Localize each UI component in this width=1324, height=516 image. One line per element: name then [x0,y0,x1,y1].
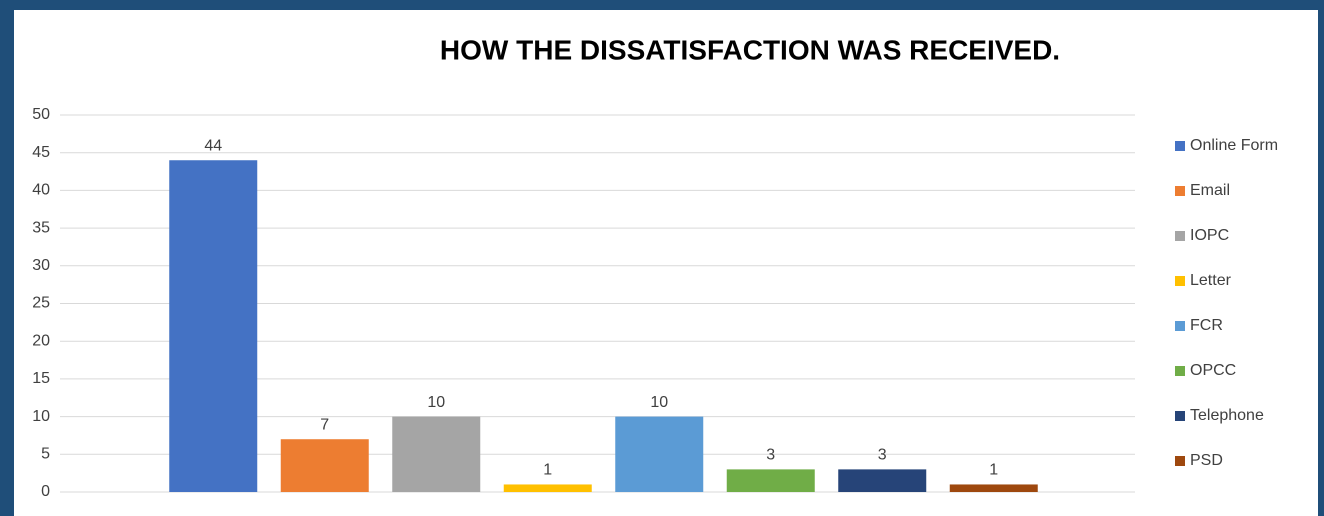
legend-swatch [1175,186,1185,196]
data-label: 44 [204,137,222,154]
bar [949,484,1038,492]
legend-label: Telephone [1190,407,1264,424]
y-tick-label: 50 [32,106,50,123]
y-tick-label: 40 [32,182,50,199]
bar [169,160,258,493]
bar [838,469,927,492]
bar [615,416,704,492]
legend-label: IOPC [1190,227,1229,244]
bar [726,469,815,492]
y-tick-label: 10 [32,408,50,425]
bar [503,484,592,492]
legend-swatch [1175,366,1185,376]
legend-swatch [1175,231,1185,241]
legend-label: Email [1190,182,1230,199]
y-tick-label: 0 [41,483,50,500]
data-label: 1 [543,462,552,479]
data-label: 1 [989,462,998,479]
y-tick-label: 20 [32,332,50,349]
data-label: 10 [650,394,668,411]
legend-label: FCR [1190,317,1223,334]
legend-swatch [1175,141,1185,151]
y-tick-label: 35 [32,219,50,236]
legend-swatch [1175,456,1185,466]
y-tick-label: 5 [41,446,50,463]
data-label: 10 [427,394,445,411]
legend-swatch [1175,411,1185,421]
y-tick-label: 30 [32,257,50,274]
y-tick-label: 25 [32,295,50,312]
legend-label: Letter [1190,272,1232,289]
legend-swatch [1175,321,1185,331]
bar [392,416,481,492]
data-label: 3 [878,447,887,464]
data-label: 7 [320,416,329,433]
bar [280,439,369,492]
data-label: 3 [766,447,775,464]
legend-swatch [1175,276,1185,286]
legend-label: OPCC [1190,362,1236,379]
y-tick-label: 15 [32,370,50,387]
legend-label: Online Form [1190,137,1278,154]
y-tick-label: 45 [32,144,50,161]
chart-title: HOW THE DISSATISFACTION WAS RECEIVED. [440,34,1060,65]
legend-label: PSD [1190,452,1223,469]
